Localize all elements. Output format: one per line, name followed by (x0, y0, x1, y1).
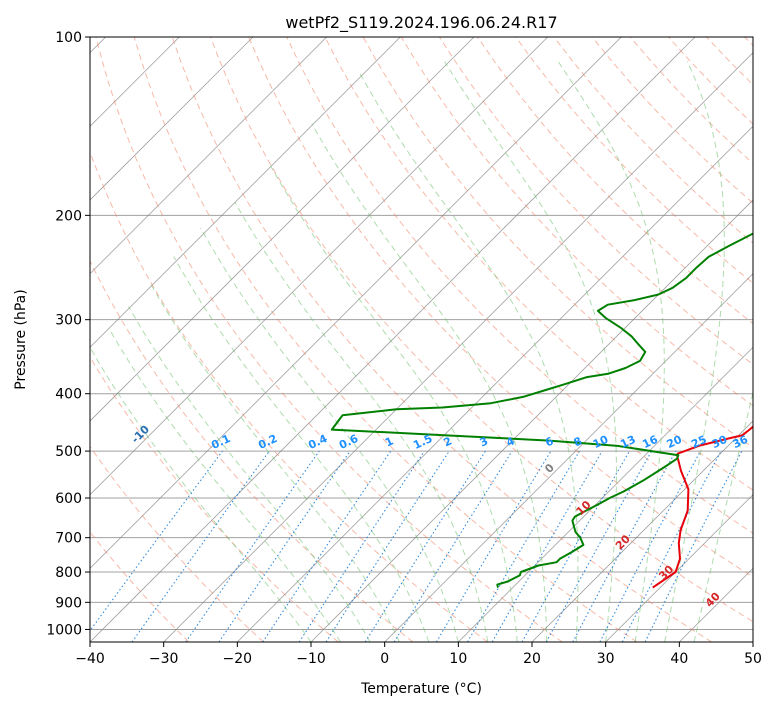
x-tick-label: 40 (670, 651, 688, 667)
isotherm-gridline (90, 37, 622, 569)
moist-adiabat (311, 123, 548, 642)
x-axis: −40 −30 −20 −10 0 10 20 30 40 50 (75, 642, 762, 667)
mixing-ratio-line (185, 450, 320, 642)
dry-adiabat (210, 37, 753, 623)
moist-adiabat (557, 61, 665, 642)
moist-adiabat (234, 201, 489, 642)
x-tick-label: −10 (296, 651, 326, 667)
isotherm-gridline (605, 494, 753, 642)
y-tick-label: 800 (55, 565, 82, 581)
x-tick-label: 20 (523, 651, 541, 667)
moist-adiabat (173, 256, 430, 642)
mixing-ratio-line (218, 450, 351, 642)
x-tick-label: −30 (149, 651, 179, 667)
plot-frame (89, 36, 754, 643)
moist-adiabat (108, 327, 341, 642)
dry-adiabat (515, 37, 753, 284)
isotherm-gridline (384, 273, 753, 642)
y-tick-label: 500 (55, 444, 82, 460)
moist-adiabat (693, 390, 753, 642)
dry-adiabat (133, 37, 638, 642)
isotherm-gridline (458, 346, 753, 642)
mixing-ratio-line (521, 450, 630, 642)
mixing-ratio-label: 10 (591, 433, 611, 451)
mixing-ratio-line (298, 450, 425, 642)
x-tick-label: 50 (744, 651, 762, 667)
series-layer (330, 232, 753, 589)
dry-adiabat (90, 445, 264, 642)
dry-adiabat (90, 259, 414, 642)
mixing-ratio-label: 16 (640, 433, 660, 451)
mixing-ratio-line (262, 450, 392, 642)
label-layer: 0.10.20.40.611.52346810131620253036-100-… (129, 422, 751, 609)
y-tick-label: 300 (55, 313, 82, 329)
mixing-ratio-line (131, 450, 270, 642)
isotherm-gridline (90, 37, 327, 275)
x-tick-label: −20 (223, 651, 253, 667)
y-tick-label: 600 (55, 491, 82, 507)
isotherm-gridline (90, 37, 696, 642)
dewpoint-profile (330, 232, 753, 588)
x-tick-label: 30 (597, 651, 615, 667)
isotherm-gridline (90, 37, 475, 422)
isotherm-gridline (237, 125, 753, 642)
isotherm-gridline (90, 37, 548, 496)
isotherm-gridline (163, 52, 753, 642)
dry-adiabat (286, 37, 753, 534)
mixing-ratio-label: 13 (618, 433, 637, 451)
y-tick-label: 100 (55, 30, 82, 46)
dry-adiabat (171, 37, 712, 642)
chart-title: wetPf2_S119.2024.196.06.24.R17 (285, 13, 557, 33)
x-axis-label: Temperature (°C) (360, 681, 482, 697)
y-tick-label: 200 (55, 208, 82, 224)
moist-adiabat (149, 282, 400, 642)
background-lines (90, 37, 753, 642)
moist-adiabat (664, 61, 725, 642)
y-tick-label: 1000 (46, 622, 82, 638)
moist-adiabat (128, 306, 371, 642)
y-axis-label: Pressure (hPa) (13, 289, 29, 389)
mixing-ratio-label: 36 (731, 433, 751, 451)
moist-adiabat (359, 72, 579, 642)
x-tick-label: −40 (75, 651, 105, 667)
x-tick-label: 0 (380, 651, 389, 667)
y-tick-label: 900 (55, 595, 82, 611)
temperature-profile (652, 425, 753, 589)
isotherm-gridline (90, 37, 401, 348)
mixing-ratio-label: 25 (689, 433, 708, 451)
dry-adiabat (248, 37, 753, 578)
isotherm-gridline (90, 37, 254, 201)
moist-adiabat (200, 227, 459, 642)
dry-adiabat (324, 37, 753, 491)
y-axis: 100 200 300 400 500 600 700 800 900 1000 (46, 30, 90, 638)
mixing-ratio-label: 30 (710, 433, 730, 451)
mixing-ratio-line (545, 450, 653, 642)
y-tick-label: 400 (55, 387, 82, 403)
dry-adiabat (90, 356, 339, 642)
isotherm-gridline (531, 420, 753, 642)
x-tick-label: 10 (449, 651, 467, 667)
mixing-ratio-line (393, 450, 513, 642)
y-tick-label: 700 (55, 531, 82, 547)
moist-adiabat (444, 61, 617, 642)
moist-adiabat (270, 165, 518, 642)
mixing-ratio-line (325, 450, 450, 642)
mixing-ratio-label: 20 (665, 433, 685, 451)
mixing-ratio-line (90, 450, 223, 632)
mixing-ratio-line (572, 450, 677, 642)
mixing-ratio-line (644, 450, 743, 642)
dry-adiabat (95, 37, 563, 642)
